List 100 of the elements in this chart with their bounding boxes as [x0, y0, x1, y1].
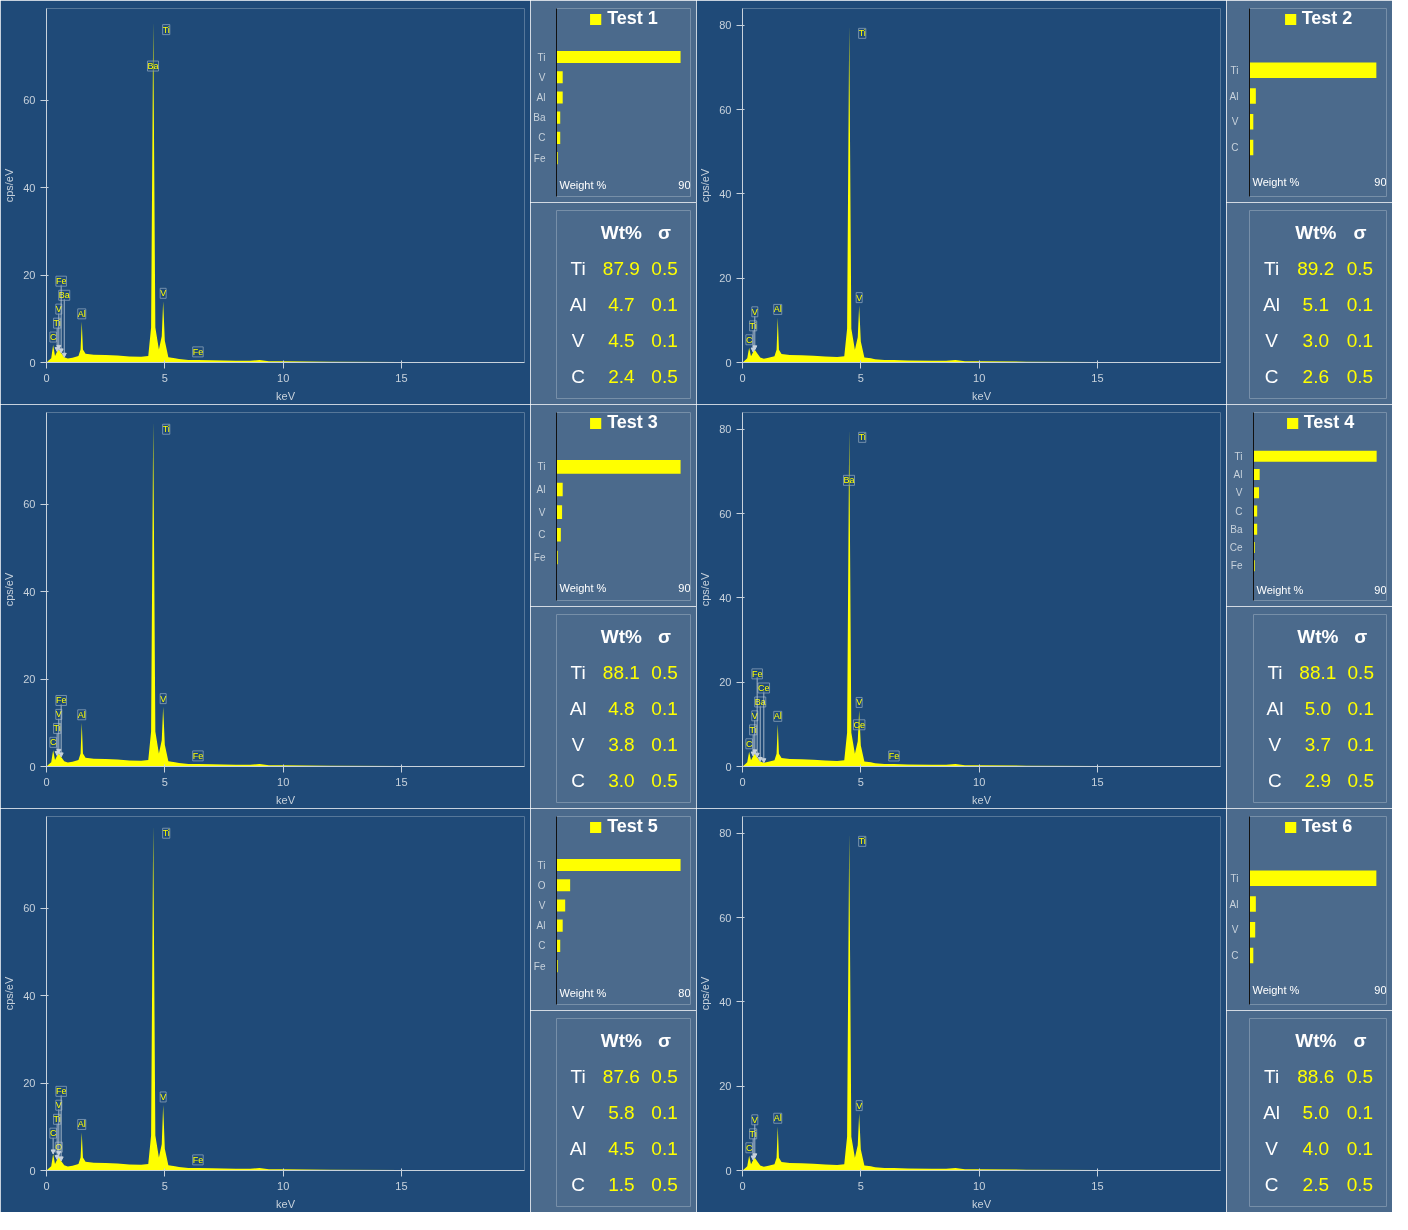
text: 3.8: [608, 734, 635, 756]
text: σ: [658, 625, 672, 647]
y-tick-label: 20: [23, 1077, 36, 1090]
legend-label: Test 6: [1301, 816, 1353, 837]
text: V: [1265, 330, 1279, 352]
y-tick-label: 20: [23, 269, 36, 282]
text: 80: [678, 987, 691, 1000]
text: 0.1: [651, 294, 678, 315]
text: 90: [678, 582, 691, 595]
y-tick-label: Fe: [533, 960, 546, 972]
y-tick-label: V: [538, 899, 546, 911]
text: C: [571, 1174, 585, 1196]
text: 0.5: [1346, 1174, 1374, 1196]
text: 2.6: [1302, 366, 1330, 388]
text: Ti: [1264, 257, 1280, 279]
y-tick-label: 40: [719, 995, 732, 1008]
annotation: Ba: [58, 290, 70, 301]
text: C: [1268, 770, 1282, 792]
text: 90: [1374, 584, 1387, 597]
text: 4.8: [608, 698, 635, 719]
y-tick-label: Fe: [533, 551, 546, 563]
annotation: V: [160, 693, 167, 704]
x-axis-title: Weight %: [559, 987, 607, 1000]
text: 2.9: [1304, 770, 1332, 792]
y-tick-label: Al: [536, 920, 546, 932]
annotation: Ti: [858, 432, 866, 443]
x-axis-title: Weight %: [559, 179, 607, 192]
annotation: V: [55, 1100, 62, 1111]
x-tick-label: 15: [1091, 775, 1104, 788]
y-axis-title: cps/eV: [699, 572, 712, 607]
x-axis-title: keV: [972, 389, 992, 402]
text: V: [571, 330, 585, 352]
text: Wt%: [1295, 221, 1337, 243]
y-tick-label: 80: [719, 827, 732, 840]
annotation: Ti: [162, 24, 170, 35]
y-tick-label: Ti: [1230, 64, 1239, 76]
x-tick-label: 5: [857, 775, 864, 788]
y-tick-label: 40: [23, 181, 36, 194]
annotation: Fe: [192, 1154, 204, 1165]
y-tick-label: 0: [725, 1164, 732, 1177]
text: Al: [1266, 698, 1284, 719]
y-tick-label: 0: [29, 1164, 36, 1177]
text: 0.1: [1347, 698, 1374, 719]
text: 0.1: [651, 698, 678, 719]
text: 90: [1374, 176, 1387, 189]
y-tick-label: 40: [23, 585, 36, 598]
y-tick-label: 80: [719, 19, 732, 32]
x-tick-label: 10: [277, 371, 290, 384]
y-axis-title: cps/eV: [3, 572, 16, 607]
y-tick-label: 0: [29, 760, 36, 773]
annotation: Fe: [888, 750, 900, 761]
text: C: [571, 770, 585, 792]
y-tick-label: C: [538, 132, 546, 144]
annotation: C: [49, 737, 57, 748]
x-axis-title: Weight %: [1252, 176, 1300, 189]
x-axis-title: keV: [276, 1197, 296, 1210]
text: σ: [1353, 1029, 1367, 1051]
text: Wt%: [600, 625, 643, 647]
text: 88.1: [602, 661, 640, 683]
text: V: [571, 734, 585, 756]
y-axis-title: cps/eV: [3, 976, 16, 1011]
x-axis-title: keV: [972, 1197, 992, 1210]
text: σ: [1354, 625, 1368, 647]
text: 2.5: [1302, 1174, 1330, 1196]
annotation: V: [751, 710, 758, 721]
y-tick-label: C: [1231, 142, 1239, 154]
text: Al: [569, 294, 587, 315]
y-tick-label: Ba: [533, 112, 546, 124]
y-tick-label: Al: [1233, 469, 1243, 481]
text: 5.0: [1302, 1102, 1330, 1123]
y-tick-label: Al: [536, 91, 546, 103]
text: 0.5: [651, 1174, 678, 1196]
text: 5.1: [1302, 294, 1330, 315]
annotation: Ti: [162, 828, 170, 839]
annotation: Al: [773, 711, 782, 722]
text: 5.8: [608, 1102, 635, 1123]
text: 0.5: [1347, 661, 1374, 683]
annotation: V: [160, 1091, 167, 1102]
annotation: C: [745, 738, 753, 749]
annotation: V: [160, 288, 167, 299]
annotation: Ti: [53, 318, 61, 329]
annotation: Al: [77, 308, 86, 319]
text: 0.1: [651, 1102, 678, 1123]
x-tick-label: 5: [857, 371, 864, 384]
x-tick-label: 15: [395, 1179, 408, 1192]
text: 3.0: [608, 770, 635, 792]
text: 0.1: [1346, 294, 1374, 315]
text: V: [1265, 1138, 1279, 1160]
x-tick-label: 15: [395, 775, 408, 788]
x-tick-label: 15: [1091, 1179, 1104, 1192]
annotation: Fe: [192, 346, 204, 357]
x-tick-label: 5: [161, 1179, 168, 1192]
y-tick-label: Al: [1229, 898, 1239, 910]
y-tick-label: Fe: [1230, 560, 1243, 572]
y-tick-label: 40: [23, 989, 36, 1002]
text: 0.1: [651, 1138, 678, 1160]
y-tick-label: 20: [719, 676, 732, 689]
x-tick-label: 15: [1091, 371, 1104, 384]
text: 0.5: [1346, 257, 1374, 279]
y-tick-label: V: [1231, 924, 1239, 936]
